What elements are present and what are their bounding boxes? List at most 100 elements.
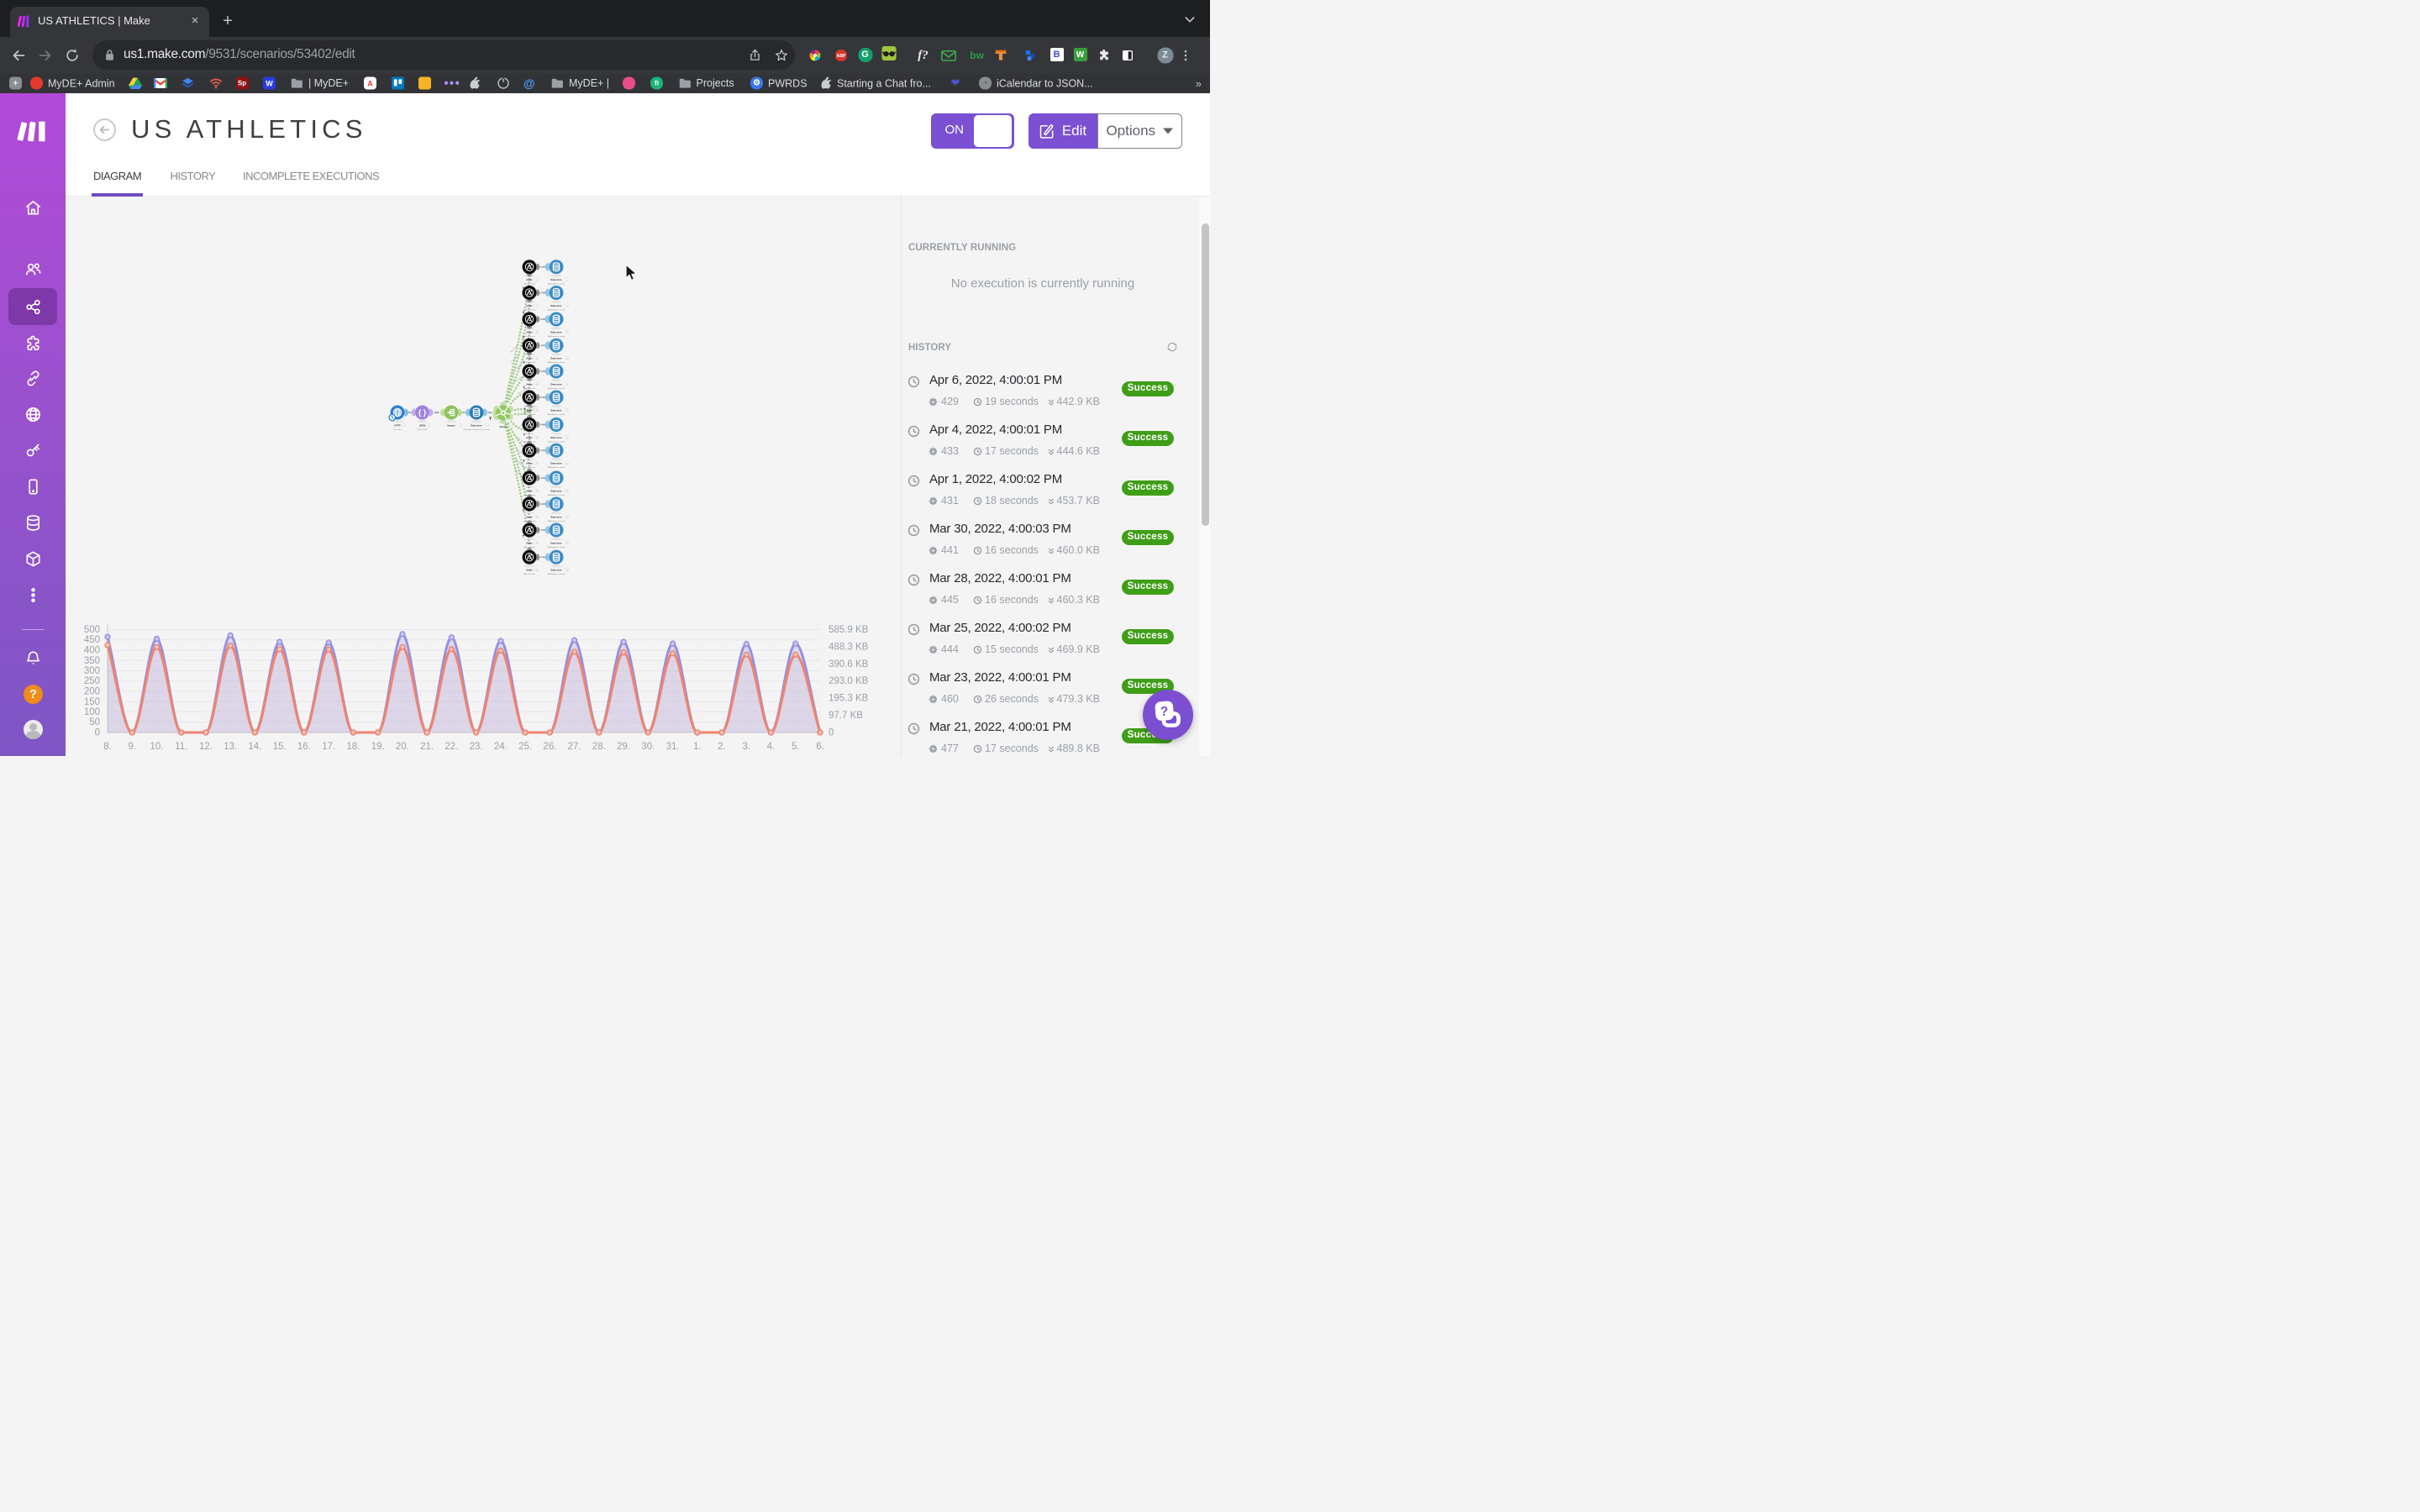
svg-text:17.: 17. (322, 742, 335, 752)
svg-text:Add/replace a record: Add/replace a record (548, 387, 566, 390)
svg-text:3.: 3. (743, 742, 751, 752)
svg-text:20.: 20. (396, 742, 409, 752)
svg-text:22: 22 (536, 491, 539, 492)
svg-text:Data store: Data store (550, 408, 562, 412)
svg-text:Add updates: Add updates (513, 457, 525, 468)
svg-text:13: 13 (566, 358, 569, 360)
svg-text:9.: 9. (128, 742, 136, 752)
svg-text:13.: 13. (224, 742, 237, 752)
svg-text:Data store: Data store (550, 515, 562, 518)
svg-text:Adalo: Adalo (526, 541, 533, 544)
svg-text:Add a Record: Add a Record (523, 335, 535, 338)
svg-text:1.: 1. (693, 742, 702, 752)
svg-text:97.7 KB: 97.7 KB (829, 711, 863, 721)
svg-text:12: 12 (536, 358, 539, 360)
svg-text:23.: 23. (470, 742, 483, 752)
svg-text:Adalo: Adalo (526, 278, 533, 281)
svg-text:12.: 12. (199, 742, 213, 752)
svg-text:Data store: Data store (550, 330, 562, 333)
svg-text:500: 500 (84, 625, 100, 635)
svg-text:10: 10 (536, 332, 539, 333)
svg-text:Data store: Data store (550, 357, 562, 360)
svg-text:Adalo: Adalo (526, 382, 533, 386)
svg-text:Data store: Data store (550, 278, 562, 281)
svg-text:25.: 25. (518, 742, 532, 752)
svg-text:15: 15 (566, 384, 569, 386)
svg-text:Parse JSON: Parse JSON (417, 428, 428, 431)
svg-text:26.: 26. (543, 742, 556, 752)
svg-text:17: 17 (566, 410, 569, 412)
svg-text:1: 1 (404, 425, 406, 427)
svg-text:14.: 14. (248, 742, 261, 752)
svg-text:Adalo: Adalo (526, 569, 533, 572)
svg-text:450: 450 (84, 635, 100, 645)
svg-text:Adalo: Adalo (526, 462, 533, 465)
svg-text:11: 11 (566, 332, 569, 333)
svg-text:Add/replace a record: Add/replace a record (548, 361, 566, 364)
svg-text:Add/replace a record: Add/replace a record (548, 466, 566, 469)
svg-text:4: 4 (487, 425, 488, 427)
svg-text:195.3 KB: 195.3 KB (829, 694, 869, 704)
svg-text:Add a Record: Add a Record (523, 308, 535, 311)
svg-text:Add/replace a record: Add/replace a record (548, 283, 566, 286)
svg-text:6: 6 (536, 280, 538, 281)
svg-text:Get a file: Get a file (394, 428, 402, 431)
svg-text:16: 16 (536, 410, 539, 412)
svg-text:Adalo: Adalo (526, 436, 533, 439)
svg-text:Add/replace a record: Add/replace a record (548, 573, 566, 575)
svg-text:2: 2 (429, 425, 430, 427)
svg-text:5.: 5. (792, 742, 800, 752)
svg-text:Add a Record: Add a Record (523, 520, 535, 522)
svg-text:26: 26 (536, 543, 539, 544)
svg-text:Add/replace a record: Add/replace a record (548, 335, 566, 338)
svg-text:21.: 21. (420, 742, 434, 752)
svg-text:488.3 KB: 488.3 KB (829, 642, 869, 652)
svg-text:Add a Record: Add a Record (523, 387, 535, 390)
svg-text:Add a Record: Add a Record (523, 283, 535, 286)
svg-text:27: 27 (566, 543, 569, 544)
svg-text:350: 350 (84, 656, 100, 666)
svg-text:Adalo: Adalo (526, 304, 533, 307)
svg-text:200: 200 (84, 687, 100, 697)
svg-text:29: 29 (566, 570, 569, 571)
svg-text:0: 0 (829, 728, 834, 738)
svg-text:28: 28 (536, 570, 539, 571)
svg-text:HTTP: HTTP (394, 423, 400, 427)
svg-text:Adalo: Adalo (526, 357, 533, 360)
svg-text:Iterator: Iterator (447, 423, 455, 427)
svg-text:8: 8 (536, 306, 538, 307)
svg-text:20: 20 (536, 463, 539, 465)
svg-text:Data store: Data store (550, 569, 562, 572)
svg-text:21: 21 (566, 463, 569, 465)
svg-text:?: ? (1160, 705, 1168, 719)
svg-text:Add/replace a record: Add/replace a record (548, 494, 566, 496)
svg-text:Data store: Data store (550, 462, 562, 465)
svg-text:5: 5 (511, 427, 513, 428)
svg-text:15.: 15. (273, 742, 287, 752)
svg-text:300: 300 (84, 666, 100, 676)
svg-text:24: 24 (536, 517, 539, 518)
svg-text:29.: 29. (617, 742, 630, 752)
svg-text:400: 400 (84, 646, 100, 656)
svg-text:27.: 27. (568, 742, 581, 752)
svg-text:Data store: Data store (550, 541, 562, 544)
svg-text:Data store: Data store (550, 382, 562, 386)
svg-text:31.: 31. (666, 742, 680, 752)
svg-text:Adalo: Adalo (526, 515, 533, 518)
svg-text:Add/replace a record: Add/replace a record (548, 413, 566, 416)
svg-text:Add a Record: Add a Record (523, 573, 535, 575)
svg-text:25: 25 (566, 517, 569, 518)
svg-text:23: 23 (566, 491, 569, 492)
svg-text:10.: 10. (150, 742, 164, 752)
svg-text:7: 7 (566, 280, 568, 281)
svg-text:Add a Record: Add a Record (523, 361, 535, 364)
svg-text:Add/replace a record: Add/replace a record (548, 308, 566, 311)
svg-text:390.6 KB: 390.6 KB (829, 659, 869, 669)
svg-text:Add a Record: Add a Record (523, 440, 535, 443)
svg-text:2.: 2. (718, 742, 726, 752)
svg-text:Add a Record: Add a Record (523, 546, 535, 549)
svg-text:18: 18 (536, 438, 539, 439)
svg-text:16.: 16. (297, 742, 311, 752)
svg-text:JSON: JSON (419, 423, 425, 427)
svg-text:Data store: Data store (471, 423, 482, 427)
